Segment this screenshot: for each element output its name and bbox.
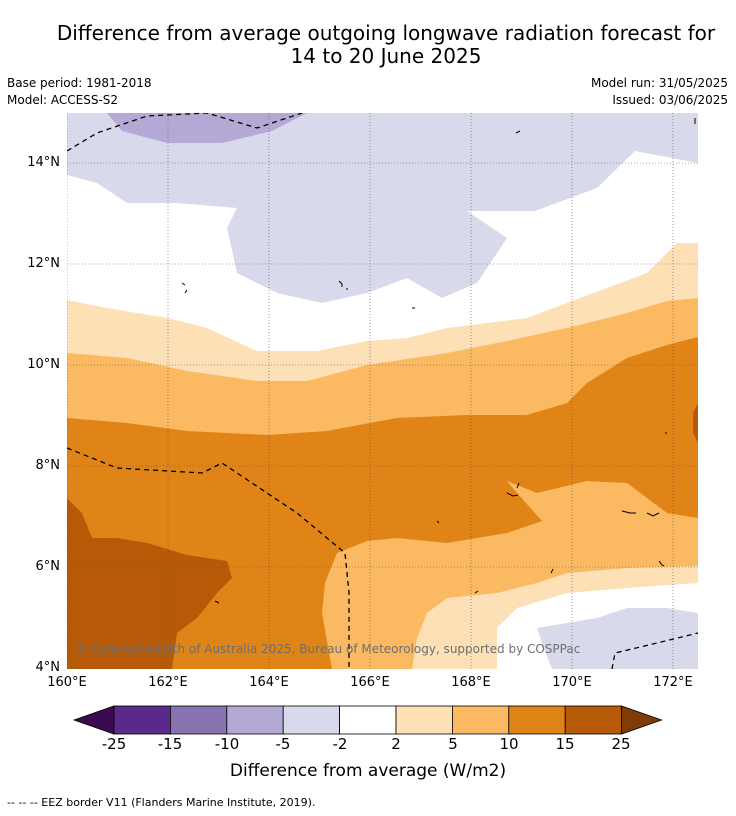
lon-label-162E: 162°E [148, 675, 188, 690]
colorbar-extend-high [621, 705, 663, 735]
gridlines [67, 113, 698, 669]
colorbar-tick: -2 [332, 735, 348, 753]
meta-right: Model run: 31/05/2025 Issued: 03/06/2025 [591, 75, 728, 109]
colorbar-tick: -25 [101, 735, 127, 753]
colorbar-tick: -5 [275, 735, 291, 753]
title-line-1: Difference from average outgoing longwav… [56, 21, 716, 45]
colorbar-tick: 15 [555, 735, 575, 753]
band-neg-mid [107, 113, 307, 143]
model-name: Model: ACCESS-S2 [7, 93, 119, 107]
lat-label-6N: 6°N [35, 559, 61, 574]
lon-label-164E: 164°E [249, 675, 289, 690]
colorbar-swatch [226, 705, 284, 735]
colorbar-swatch [508, 705, 566, 735]
lon-label-166E: 166°E [350, 675, 390, 690]
colorbar-tick: -15 [157, 735, 183, 753]
colorbar-extend-low [72, 705, 115, 735]
colorbar-tick: 5 [448, 735, 458, 753]
lat-label-10N: 10°N [27, 357, 60, 372]
lon-label-172E: 172°E [653, 675, 693, 690]
model-run: Model run: 31/05/2025 [590, 76, 728, 90]
meta-left: Base period: 1981-2018 Model: ACCESS-S2 [7, 75, 152, 109]
eez-border [67, 113, 698, 669]
issued-date: Issued: 03/06/2025 [612, 93, 728, 107]
colorbar [72, 705, 663, 735]
colorbar-tick: 2 [391, 735, 401, 753]
lon-label-160E: 160°E [47, 675, 87, 690]
map-contours [67, 113, 698, 669]
colorbar-swatch [564, 705, 623, 735]
base-period: Base period: 1981-2018 [7, 76, 152, 90]
lat-label-12N: 12°N [27, 256, 60, 271]
lat-label-4N: 4°N [35, 660, 61, 675]
band-neg-south [537, 608, 698, 669]
colorbar-swatch [282, 705, 341, 735]
lon-label-168E: 168°E [451, 675, 491, 690]
colorbar-tick: 10 [499, 735, 519, 753]
lon-label-170E: 170°E [552, 675, 592, 690]
map-area[interactable]: © Commonwealth of Australia 2025, Bureau… [67, 113, 698, 669]
map-title: Difference from average outgoing longwav… [0, 22, 736, 68]
title-line-2: 14 to 20 June 2025 [290, 44, 482, 68]
colorbar-swatch [395, 705, 453, 735]
colorbar-label: Difference from average (W/m2) [229, 761, 507, 781]
colorbar-tick: 25 [611, 735, 631, 753]
eez-legend-note: -- -- -- EEZ border V11 (Flanders Marine… [7, 796, 316, 809]
band-pos-darkest [67, 498, 232, 669]
lat-label-8N: 8°N [35, 458, 61, 473]
islands [181, 118, 696, 604]
colorbar-swatch [113, 705, 171, 735]
colorbar-swatch [169, 705, 228, 735]
colorbar-tick: -10 [214, 735, 240, 753]
band-pos-darkest-east [693, 403, 698, 443]
copyright-notice: © Commonwealth of Australia 2025, Bureau… [75, 642, 581, 656]
lat-label-14N: 14°N [27, 155, 60, 170]
colorbar-swatch [451, 705, 510, 735]
band-neg-light [67, 113, 698, 303]
colorbar-swatch [339, 705, 397, 735]
